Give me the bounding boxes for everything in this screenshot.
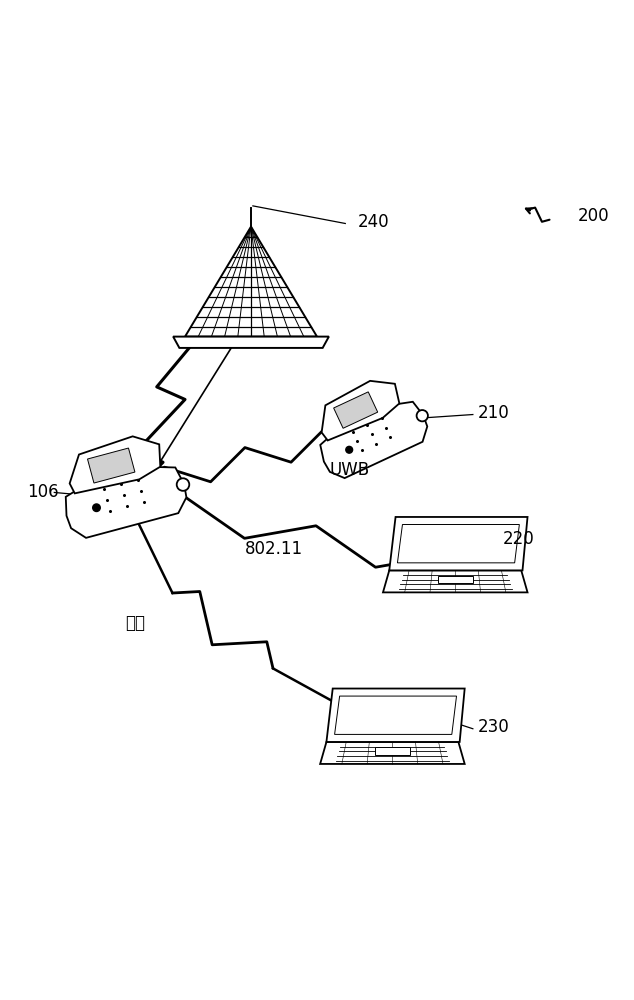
Polygon shape [398, 525, 519, 563]
Polygon shape [70, 436, 160, 493]
Polygon shape [375, 747, 410, 755]
Text: 802.11: 802.11 [245, 540, 303, 558]
Polygon shape [320, 402, 427, 478]
Circle shape [177, 478, 190, 491]
Polygon shape [389, 517, 527, 570]
Polygon shape [383, 570, 527, 592]
Polygon shape [437, 576, 473, 583]
Text: 240: 240 [358, 213, 389, 231]
Text: 220: 220 [502, 530, 534, 548]
Text: 106: 106 [27, 483, 58, 501]
Text: 200: 200 [578, 207, 609, 225]
Polygon shape [185, 227, 317, 337]
Polygon shape [87, 448, 135, 483]
Text: UWB: UWB [330, 461, 370, 479]
Circle shape [93, 504, 100, 511]
Polygon shape [335, 696, 456, 734]
Polygon shape [333, 392, 378, 428]
Polygon shape [173, 337, 329, 348]
Circle shape [346, 446, 353, 453]
Text: 210: 210 [477, 404, 509, 422]
Polygon shape [321, 381, 399, 440]
Text: 230: 230 [477, 718, 509, 736]
Polygon shape [320, 742, 465, 764]
Polygon shape [66, 467, 186, 538]
Polygon shape [327, 689, 465, 742]
Circle shape [417, 410, 428, 421]
Text: 蓝牙: 蓝牙 [126, 614, 145, 632]
